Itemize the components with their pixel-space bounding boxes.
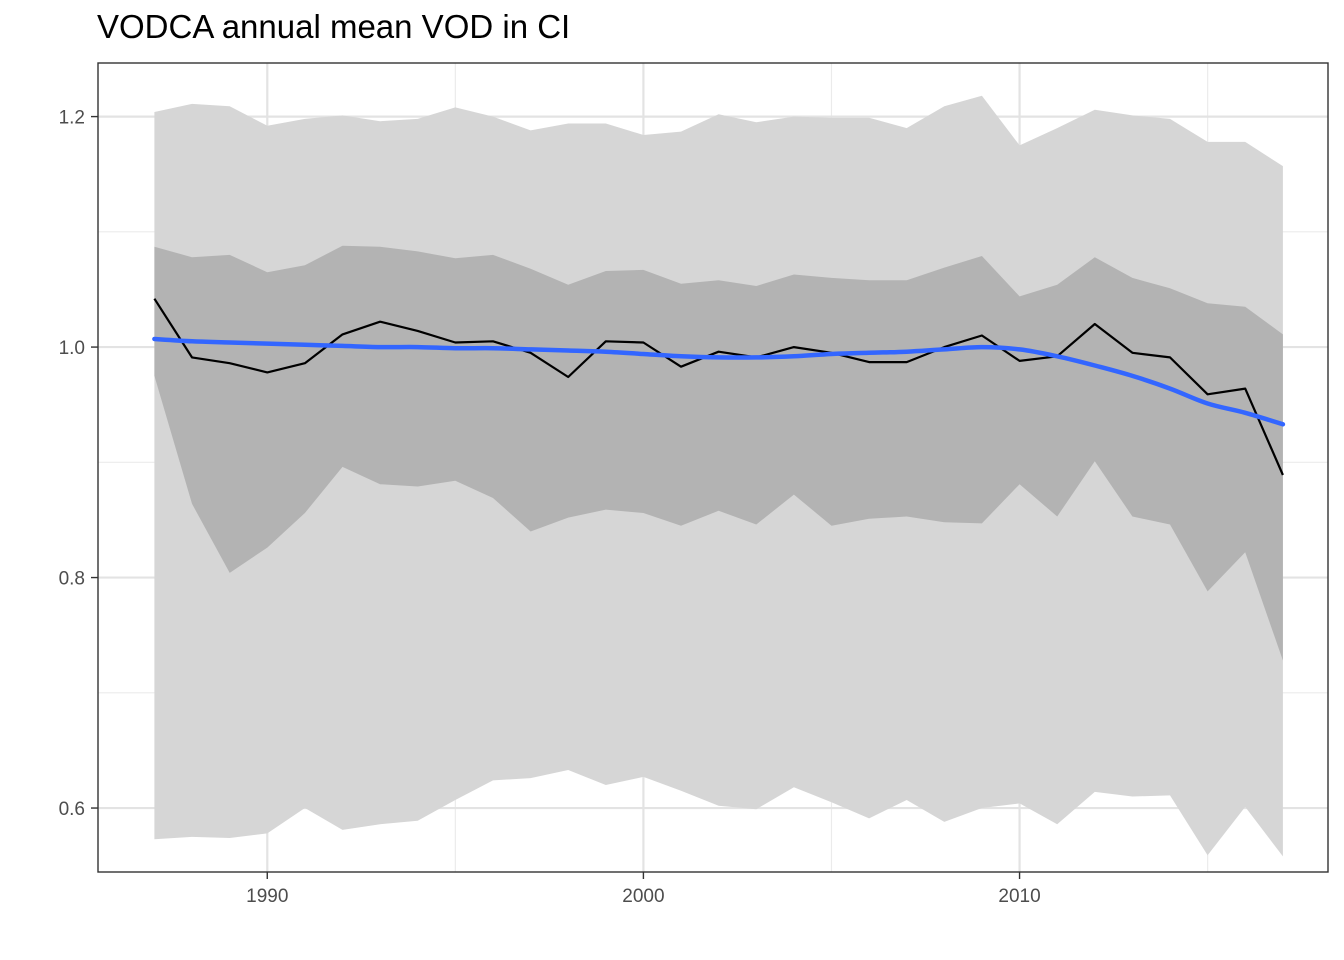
y-tick-label-2: 1.0: [59, 338, 85, 359]
axis-labels: 1990 2000 2010 0.6 0.8 1.0 1.2: [59, 108, 1041, 907]
axis-ticks: [91, 115, 1021, 879]
y-tick-label-3: 1.2: [59, 108, 85, 129]
x-tick-label-0: 1990: [246, 886, 288, 907]
ci-bands: [154, 95, 1283, 857]
x-tick-label-1: 2000: [622, 886, 664, 907]
chart-title: VODCA annual mean VOD in CI: [97, 8, 571, 45]
series-line-annual: [153, 298, 1284, 476]
y-tick-label-0: 0.6: [59, 799, 85, 820]
x-tick-label-2: 2010: [998, 886, 1040, 907]
plot-border: [97, 62, 1329, 873]
series-lines: [152, 298, 1286, 476]
series-line-smooth: [152, 336, 1286, 427]
y-tick-label-1: 0.8: [59, 569, 85, 590]
